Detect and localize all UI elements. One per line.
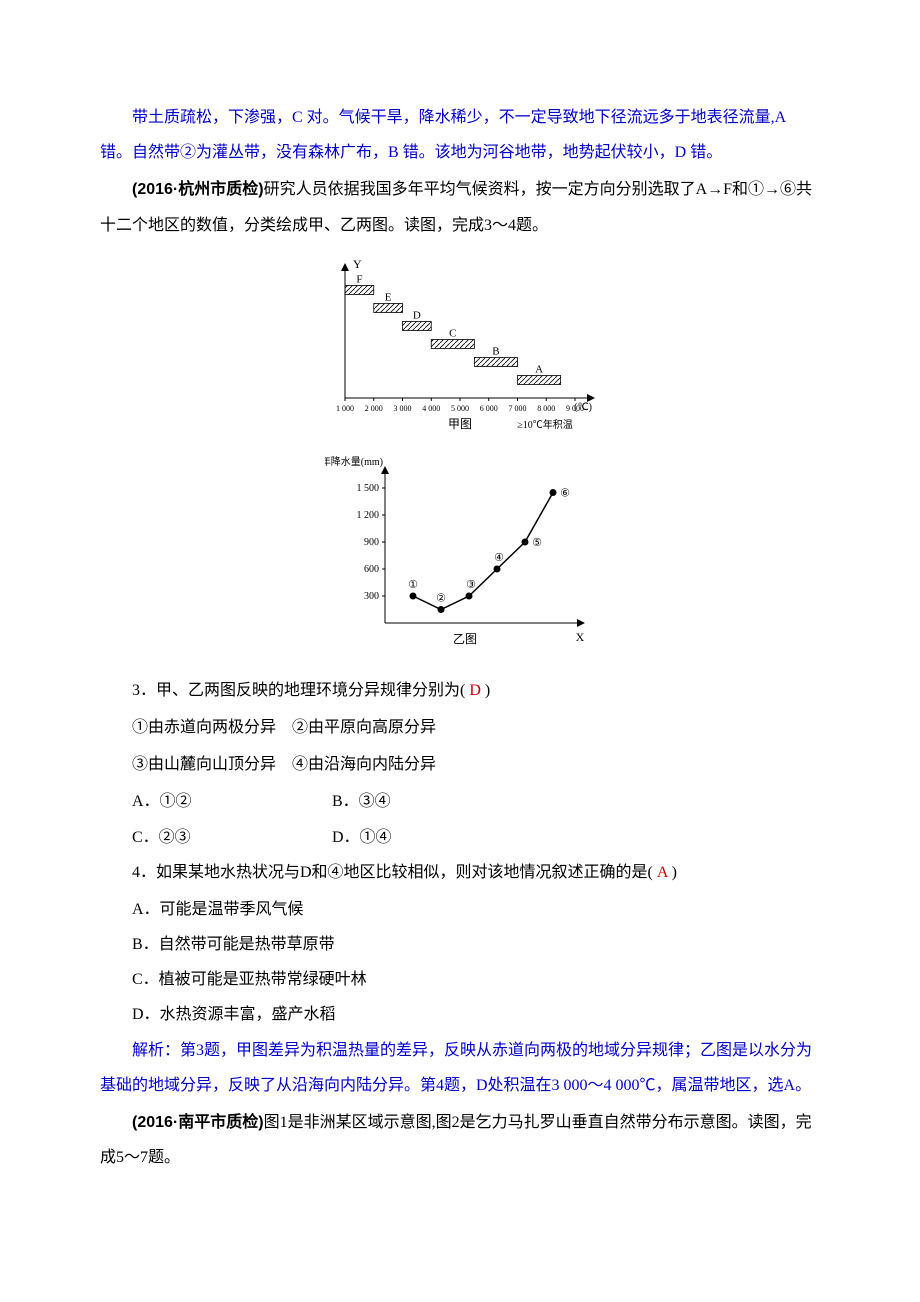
q34-source: (2016·杭州市质检) [132, 181, 264, 198]
svg-text:4 000: 4 000 [422, 404, 440, 413]
q3-stem-end: ) [485, 682, 490, 699]
q4-opt-b: B．自然带可能是热带草原带 [132, 927, 820, 962]
q3-opt-a: A．①② [132, 784, 332, 819]
chart-yi-container: 年降水量(mm) X 300 600 900 1 200 1 500 ① ② ③ ④ ⑤ ⑥ 乙图 [100, 453, 820, 663]
svg-text:Y: Y [353, 257, 362, 271]
q57-header: (2016·南平市质检)图1是非洲某区域示意图,图2是乞力马扎罗山垂直自然带分布… [100, 1105, 820, 1175]
svg-text:8 000: 8 000 [537, 404, 555, 413]
svg-text:C: C [449, 327, 456, 339]
intro-paragraph: 带土质疏松，下渗强，C 对。气候干旱，降水稀少，不一定导致地下径流远多于地表径流… [100, 100, 820, 170]
q34-header: (2016·杭州市质检)研究人员依据我国多年平均气候资料，按一定方向分别选取了A… [100, 172, 820, 242]
q57-source: (2016·南平市质检) [132, 1114, 264, 1131]
svg-text:3 000: 3 000 [394, 404, 412, 413]
chart-jia-container: Y(℃)1 0002 0003 0004 0005 0006 0007 0008… [100, 253, 820, 443]
svg-text:年降水量(mm): 年降水量(mm) [325, 455, 383, 468]
svg-text:D: D [413, 309, 421, 321]
svg-text:乙图: 乙图 [453, 632, 477, 646]
svg-text:900: 900 [364, 537, 379, 548]
svg-text:300: 300 [364, 591, 379, 602]
svg-text:≥10℃年积温: ≥10℃年积温 [517, 418, 573, 431]
svg-text:⑥: ⑥ [560, 487, 570, 499]
svg-text:600: 600 [364, 564, 379, 575]
q3-row1: A．①② B．③④ [132, 784, 820, 819]
svg-text:F: F [356, 273, 362, 285]
svg-text:6 000: 6 000 [480, 404, 498, 413]
q4-opt-a: A．可能是温带季风气候 [132, 892, 820, 927]
q3-opt-d: D．①④ [332, 820, 532, 855]
svg-text:③: ③ [466, 579, 476, 591]
svg-text:E: E [385, 291, 392, 303]
svg-text:1 200: 1 200 [357, 510, 380, 521]
q4-opt-d: D．水热资源丰富，盛产水稻 [132, 997, 820, 1032]
q3-sub2: ③由山麓向山顶分异 ④由沿海向内陆分异 [100, 747, 820, 782]
q4-opt-c: C．植被可能是亚热带常绿硬叶林 [132, 962, 820, 997]
q3-sub1: ①由赤道向两极分异 ②由平原向高原分异 [100, 710, 820, 745]
svg-text:甲图: 甲图 [448, 417, 472, 431]
svg-text:④: ④ [494, 552, 504, 564]
q4-stem: 4．如果某地水热状况与D和④地区比较相似，则对该地情况叙述正确的是( A ) [100, 855, 820, 890]
svg-text:1 000: 1 000 [336, 404, 354, 413]
q4-stem-end: ) [672, 864, 677, 881]
q4-answer: A [653, 864, 672, 881]
svg-text:2 000: 2 000 [365, 404, 383, 413]
svg-text:②: ② [436, 592, 446, 604]
chart-jia: Y(℃)1 0002 0003 0004 0005 0006 0007 0008… [310, 253, 610, 443]
q4-stem-text: 4．如果某地水热状况与D和④地区比较相似，则对该地情况叙述正确的是( [132, 864, 653, 881]
svg-text:1 500: 1 500 [357, 483, 380, 494]
svg-text:⑤: ⑤ [532, 537, 542, 549]
chart-yi: 年降水量(mm) X 300 600 900 1 200 1 500 ① ② ③ ④ ⑤ ⑥ 乙图 [325, 453, 595, 663]
q3-opt-b: B．③④ [332, 784, 532, 819]
q3-opt-c: C．②③ [132, 820, 332, 855]
q3-answer: D [465, 682, 485, 699]
svg-text:9 000: 9 000 [566, 404, 584, 413]
svg-text:5 000: 5 000 [451, 404, 469, 413]
svg-text:B: B [492, 345, 499, 357]
explain-34: 解析：第3题，甲图差异为积温热量的差异，反映从赤道向两极的地域分异规律；乙图是以… [100, 1033, 820, 1103]
q3-stem-text: 3．甲、乙两图反映的地理环境分异规律分别为( [132, 682, 465, 699]
svg-text:A: A [535, 363, 543, 375]
svg-text:7 000: 7 000 [509, 404, 527, 413]
q3-row2: C．②③ D．①④ [132, 820, 820, 855]
svg-text:①: ① [408, 579, 418, 591]
q3-stem: 3．甲、乙两图反映的地理环境分异规律分别为( D ) [100, 673, 820, 708]
svg-text:X: X [576, 630, 585, 644]
